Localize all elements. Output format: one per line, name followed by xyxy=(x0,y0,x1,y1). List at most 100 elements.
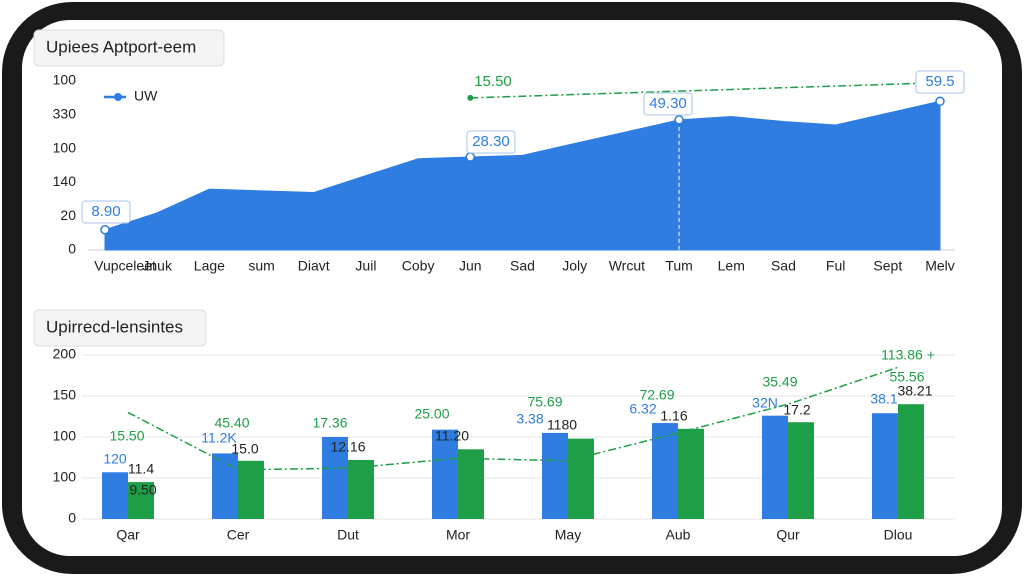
annotation: 11.4 xyxy=(128,461,154,477)
y-tick-label: 140 xyxy=(53,173,77,189)
point xyxy=(465,152,476,162)
line xyxy=(127,366,899,471)
bar xyxy=(542,432,568,519)
y-tick-label: 200 xyxy=(53,346,77,362)
legend-label: UW xyxy=(134,88,158,104)
annotation: 17.2 xyxy=(783,402,810,418)
bar xyxy=(348,459,374,519)
x-tick-label: Jnuk xyxy=(142,258,173,274)
x-tick-label: Cer xyxy=(227,527,250,543)
x-tick-label: Sad xyxy=(771,258,796,274)
x-tick-label: Joly xyxy=(562,258,587,274)
annotation: 8.90 xyxy=(91,203,120,220)
annotation: 12.16 xyxy=(330,439,365,455)
annotation: 55.56 xyxy=(889,369,924,385)
point xyxy=(674,115,684,125)
annotation: 15.50 xyxy=(109,428,144,444)
bar xyxy=(652,423,678,519)
annotation: 120 xyxy=(103,451,127,467)
annotation: 1180 xyxy=(547,417,577,433)
line xyxy=(470,81,941,99)
x-tick-label: Sept xyxy=(873,258,902,274)
chart-title: Upirrecd-lensintes xyxy=(46,317,183,336)
annotation: 38.21 xyxy=(897,383,932,399)
x-tick-label: sum xyxy=(248,258,274,274)
x-tick-label: Melv xyxy=(925,258,955,274)
annotation: 11.2K xyxy=(201,430,237,446)
x-tick-label: Qar xyxy=(116,527,140,543)
y-tick-label: 150 xyxy=(53,387,77,403)
x-tick-label: Dut xyxy=(337,527,359,543)
annotation: 45.40 xyxy=(214,415,249,431)
annotation: 11.20 xyxy=(435,428,469,444)
bar xyxy=(102,472,128,519)
annotation: 3.38 xyxy=(516,411,543,427)
legend-swatch xyxy=(114,93,122,101)
bar xyxy=(432,429,458,519)
bar xyxy=(788,422,814,519)
x-tick-label: May xyxy=(555,527,581,543)
y-tick-label: 100 xyxy=(53,469,77,485)
x-tick-label: Dlou xyxy=(884,527,913,543)
bar xyxy=(458,449,484,519)
y-tick-label: 0 xyxy=(68,241,76,257)
bar xyxy=(872,413,898,519)
annotation: 72.69 xyxy=(639,387,674,403)
x-tick-label: Vupceleet xyxy=(94,258,156,274)
point xyxy=(935,96,945,107)
y-tick-label: 330 xyxy=(53,106,77,122)
label-box xyxy=(643,92,693,116)
annotation: 38.1 xyxy=(870,391,897,407)
label-box xyxy=(81,200,131,224)
x-tick-label: Jun xyxy=(459,258,482,274)
title-card xyxy=(33,309,207,347)
point xyxy=(467,94,474,101)
x-tick-label: Aub xyxy=(666,527,691,543)
area xyxy=(104,100,941,251)
x-tick-label: Tum xyxy=(665,258,692,274)
x-tick-label: Lage xyxy=(194,258,225,274)
annotation: 49.30 xyxy=(649,95,687,112)
annotation: 1.16 xyxy=(660,408,687,424)
y-tick-label: 0 xyxy=(68,510,76,526)
title-card xyxy=(33,29,225,67)
annotation: 113.86 + xyxy=(881,347,935,363)
bar xyxy=(568,438,594,519)
annotation: 75.69 xyxy=(527,394,562,410)
annotation: 6.32 xyxy=(629,401,656,417)
annotation: 25.00 xyxy=(414,406,449,422)
bar xyxy=(762,415,788,519)
annotation: 15.0 xyxy=(231,441,258,457)
bar xyxy=(128,482,154,519)
label-box xyxy=(915,70,965,94)
x-tick-label: Wrcut xyxy=(609,258,645,274)
screen xyxy=(22,20,1002,556)
annotation: 15.50 xyxy=(474,73,512,90)
x-tick-label: Juil xyxy=(355,258,376,274)
annotation: 17.36 xyxy=(312,415,347,431)
annotation: 59.5 xyxy=(925,73,954,90)
bar xyxy=(678,428,704,519)
y-tick-label: 100 xyxy=(53,139,77,155)
annotation: 28.30 xyxy=(472,133,510,150)
bar xyxy=(322,437,348,519)
bar xyxy=(212,453,238,519)
label-box xyxy=(466,130,516,154)
annotation: 32N xyxy=(752,395,778,411)
annotation: 35.49 xyxy=(762,374,797,390)
point xyxy=(100,224,110,235)
x-tick-label: Mor xyxy=(446,527,470,543)
chart-title: Upiees Aptport-eem xyxy=(46,37,196,56)
x-tick-label: Lem xyxy=(718,258,745,274)
annotation: 9.50 xyxy=(129,482,156,498)
y-tick-label: 100 xyxy=(53,428,77,444)
x-tick-label: Diavt xyxy=(298,258,330,274)
x-tick-label: Sad xyxy=(510,258,535,274)
x-tick-label: Ful xyxy=(826,258,845,274)
x-tick-label: Qur xyxy=(776,527,800,543)
y-tick-label: 20 xyxy=(60,207,76,223)
bar xyxy=(898,404,924,519)
x-tick-label: Coby xyxy=(402,258,435,274)
